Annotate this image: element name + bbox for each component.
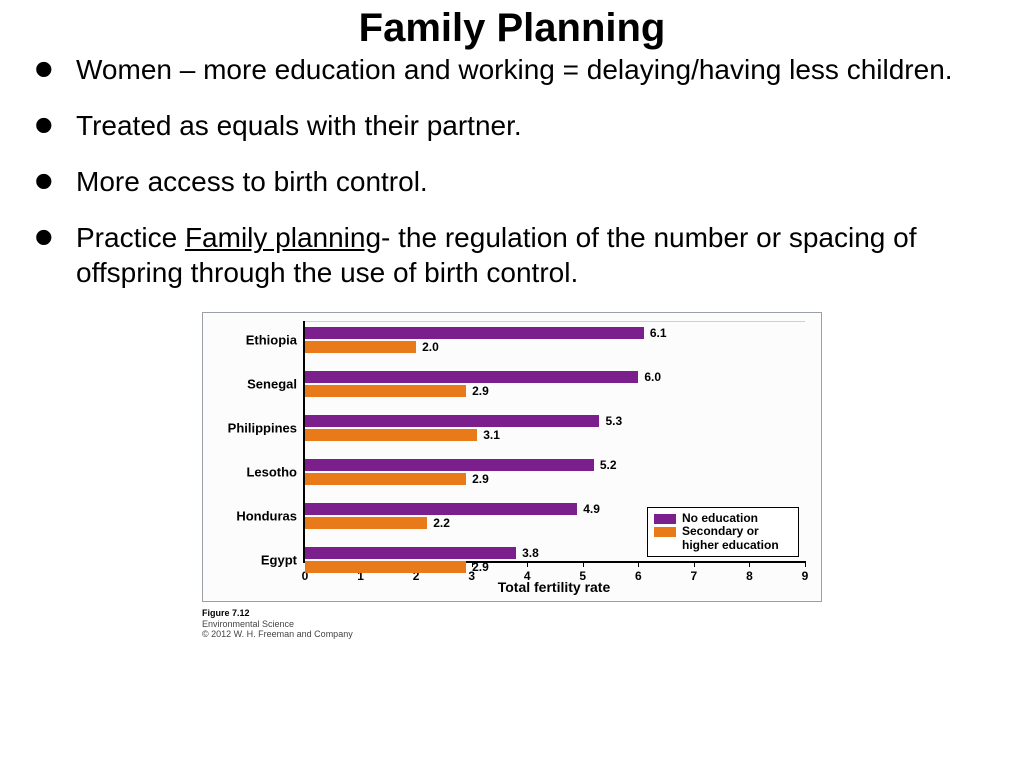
- bar-value: 2.2: [433, 516, 450, 530]
- country-label: Ethiopia: [246, 332, 297, 347]
- bar-no-education: 3.8: [305, 547, 516, 559]
- legend-swatch: [654, 527, 676, 537]
- legend-label: Secondary or higher education: [682, 525, 792, 551]
- bullet-text: Treated as equals with their partner.: [76, 110, 522, 141]
- bullet-text: More access to birth control.: [76, 166, 428, 197]
- bullet-list: Women – more education and working = del…: [20, 53, 1004, 290]
- x-tick: [638, 561, 639, 567]
- bar-no-education: 5.2: [305, 459, 594, 471]
- bar-value: 5.3: [605, 414, 622, 428]
- bar-value: 6.1: [650, 326, 667, 340]
- chart-caption: Figure 7.12 Environmental Science © 2012…: [202, 608, 822, 640]
- x-axis-title: Total fertility rate: [303, 579, 805, 595]
- legend-swatch: [654, 514, 676, 524]
- bullet-item: More access to birth control.: [34, 165, 994, 199]
- figure-copyright: © 2012 W. H. Freeman and Company: [202, 629, 353, 639]
- bullet-item: Practice Family planning- the regulation…: [34, 221, 994, 289]
- x-tick: [583, 561, 584, 567]
- bullet-underlined: Family planning: [185, 222, 381, 253]
- country-label: Honduras: [236, 508, 297, 523]
- country-label: Senegal: [247, 376, 297, 391]
- bullet-prefix: Practice: [76, 222, 185, 253]
- bar-value: 2.9: [472, 560, 489, 574]
- country-label: Egypt: [261, 552, 297, 567]
- bullet-text: Women – more education and working = del…: [76, 54, 953, 85]
- bar-value: 3.1: [483, 428, 500, 442]
- bar-value: 2.9: [472, 384, 489, 398]
- grid-line: [305, 321, 805, 322]
- bar-secondary-education: 2.0: [305, 341, 416, 353]
- bullet-item: Treated as equals with their partner.: [34, 109, 994, 143]
- legend-item: Secondary or higher education: [654, 525, 792, 551]
- bar-secondary-education: 2.9: [305, 385, 466, 397]
- bar-secondary-education: 2.2: [305, 517, 427, 529]
- x-tick: [694, 561, 695, 567]
- bar-secondary-education: 3.1: [305, 429, 477, 441]
- bar-no-education: 6.0: [305, 371, 638, 383]
- bar-no-education: 6.1: [305, 327, 644, 339]
- x-tick: [527, 561, 528, 567]
- country-label: Philippines: [228, 420, 297, 435]
- page-title: Family Planning: [20, 0, 1004, 51]
- bar-value: 5.2: [600, 458, 617, 472]
- country-label: Lesotho: [246, 464, 297, 479]
- chart-legend: No education Secondary or higher educati…: [647, 507, 799, 557]
- x-tick: [805, 561, 806, 567]
- bar-value: 2.0: [422, 340, 439, 354]
- bar-secondary-education: 2.9: [305, 473, 466, 485]
- bar-value: 4.9: [583, 502, 600, 516]
- fertility-chart: 0123456789Ethiopia6.12.0Senegal6.02.9Phi…: [202, 312, 822, 640]
- figure-number: Figure 7.12: [202, 608, 250, 618]
- chart-box: 0123456789Ethiopia6.12.0Senegal6.02.9Phi…: [202, 312, 822, 602]
- bar-value: 3.8: [522, 546, 539, 560]
- bar-secondary-education: 2.9: [305, 561, 466, 573]
- bar-value: 6.0: [644, 370, 661, 384]
- figure-source: Environmental Science: [202, 619, 294, 629]
- bar-no-education: 5.3: [305, 415, 599, 427]
- slide: Family Planning Women – more education a…: [0, 0, 1024, 768]
- bullet-item: Women – more education and working = del…: [34, 53, 994, 87]
- bar-value: 2.9: [472, 472, 489, 486]
- bar-no-education: 4.9: [305, 503, 577, 515]
- x-tick: [749, 561, 750, 567]
